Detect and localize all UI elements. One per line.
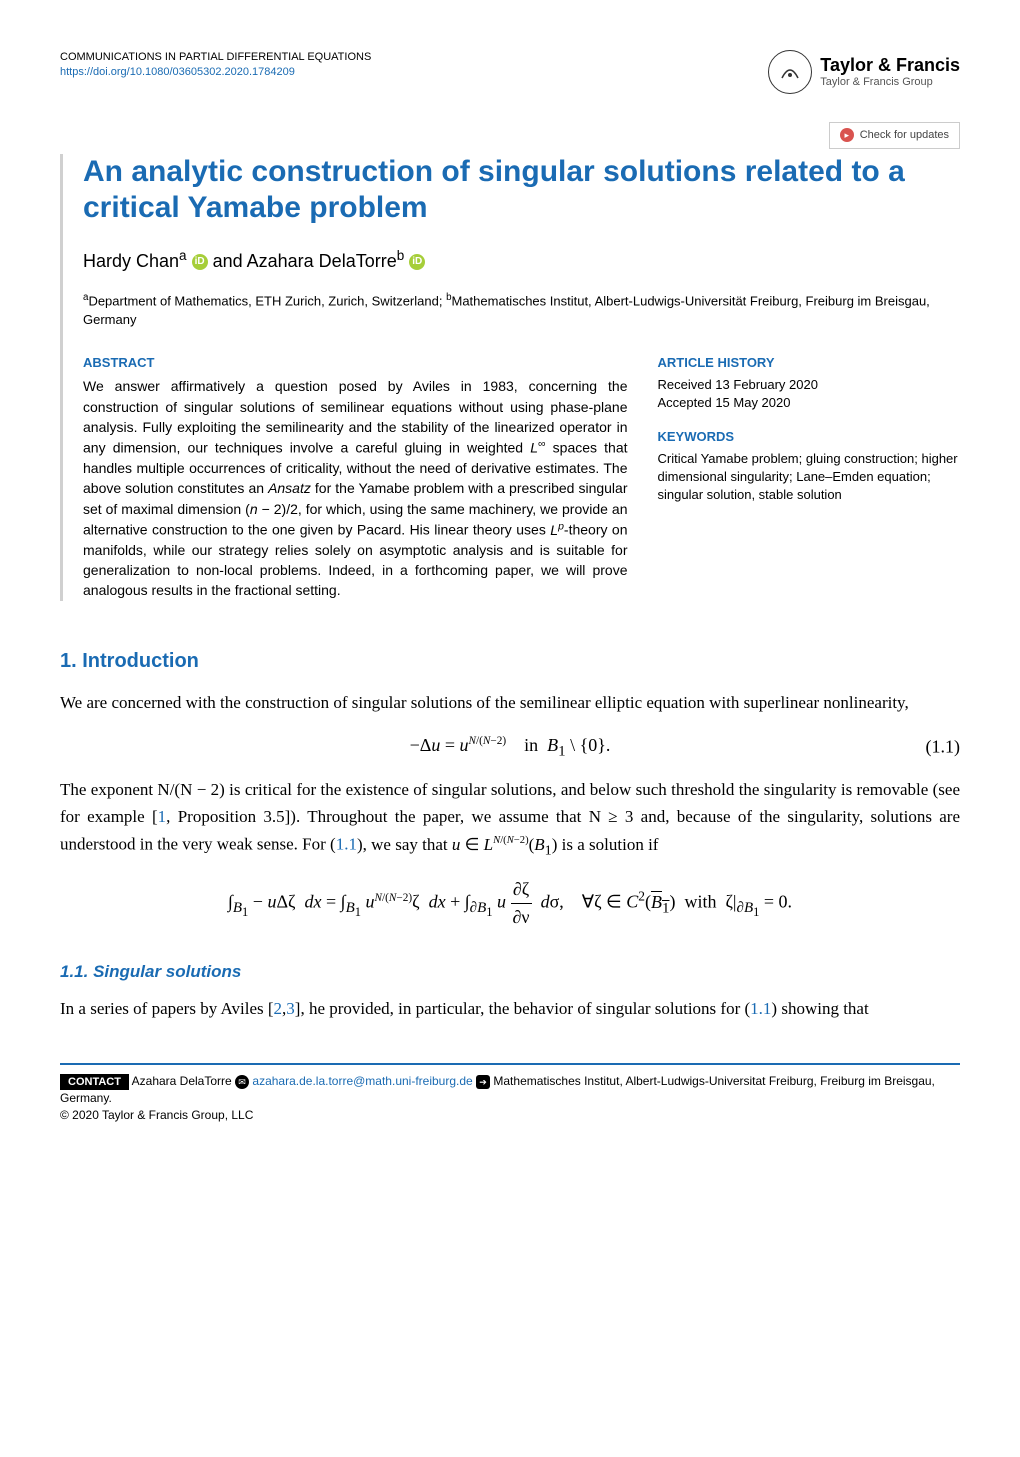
- abstract-row: ABSTRACT We answer affirmatively a quest…: [83, 353, 960, 601]
- equation-number: (1.1): [926, 733, 961, 760]
- page-footer: CONTACT Azahara DelaTorre ✉ azahara.de.l…: [60, 1063, 960, 1124]
- section-1-paragraph-1: We are concerned with the construction o…: [60, 690, 960, 716]
- contact-email[interactable]: azahara.de.la.torre@math.uni-freiburg.de: [252, 1074, 472, 1088]
- history-text: Received 13 February 2020 Accepted 15 Ma…: [658, 376, 961, 412]
- equation-1-1: −Δu = uN/(N−2) in B1 \ {0}. (1.1): [60, 730, 960, 763]
- contact-name: Azahara DelaTorre: [132, 1074, 232, 1088]
- doi-link[interactable]: https://doi.org/10.1080/03605302.2020.17…: [60, 66, 295, 78]
- email-icon: ✉: [235, 1075, 249, 1089]
- keywords-heading: KEYWORDS: [658, 427, 961, 447]
- article-title: An analytic construction of singular sol…: [83, 154, 960, 226]
- article-main: An analytic construction of singular sol…: [60, 154, 960, 601]
- s11-text-c: ) showing that: [771, 999, 868, 1018]
- address-icon: ➔: [476, 1075, 490, 1089]
- contact-label: CONTACT: [60, 1074, 129, 1090]
- copyright: © 2020 Taylor & Francis Group, LLC: [60, 1107, 960, 1124]
- authors: Hardy Chana iD and Azahara DelaTorreb iD: [83, 246, 960, 275]
- eqref-1-1-b[interactable]: 1.1: [750, 999, 771, 1018]
- author-1-sup: a: [179, 248, 187, 263]
- orcid-icon[interactable]: iD: [409, 254, 425, 270]
- publisher-icon: [768, 50, 812, 94]
- citation-3[interactable]: 3: [286, 999, 295, 1018]
- citation-2[interactable]: 2: [274, 999, 283, 1018]
- orcid-icon[interactable]: iD: [192, 254, 208, 270]
- section-1-paragraph-2: The exponent N/(N − 2) is critical for t…: [60, 777, 960, 862]
- history-received: Received 13 February 2020: [658, 376, 961, 394]
- journal-name: COMMUNICATIONS IN PARTIAL DIFFERENTIAL E…: [60, 50, 371, 65]
- check-updates-button[interactable]: ▸ Check for updates: [829, 122, 960, 149]
- affiliation-a: Department of Mathematics, ETH Zurich, Z…: [88, 293, 446, 308]
- author-separator: and: [213, 251, 247, 271]
- equation-weak-form: ∫B1 − uΔζ dx = ∫B1 uN/(N−2)ζ dx + ∫∂B1 u…: [60, 876, 960, 931]
- abstract-column: ABSTRACT We answer affirmatively a quest…: [83, 353, 628, 601]
- history-accepted: Accepted 15 May 2020: [658, 394, 961, 412]
- author-2-sup: b: [397, 248, 405, 263]
- subsection-1-1-paragraph-1: In a series of papers by Aviles [2,3], h…: [60, 996, 960, 1022]
- sidebar-column: ARTICLE HISTORY Received 13 February 202…: [658, 353, 961, 601]
- author-1: Hardy Chan: [83, 251, 179, 271]
- section-1-heading: 1. Introduction: [60, 646, 960, 676]
- page-header: COMMUNICATIONS IN PARTIAL DIFFERENTIAL E…: [60, 50, 960, 94]
- s11-text-a: In a series of papers by Aviles [: [60, 999, 274, 1018]
- keywords-text: Critical Yamabe problem; gluing construc…: [658, 450, 961, 505]
- affiliations: aDepartment of Mathematics, ETH Zurich, …: [83, 291, 960, 329]
- publisher-text: Taylor & Francis Taylor & Francis Group: [820, 56, 960, 88]
- abstract-heading: ABSTRACT: [83, 353, 628, 373]
- eqref-1-1[interactable]: 1.1: [336, 835, 357, 854]
- publisher-group: Taylor & Francis Group: [820, 76, 960, 88]
- author-2: Azahara DelaTorre: [247, 251, 397, 271]
- journal-info: COMMUNICATIONS IN PARTIAL DIFFERENTIAL E…: [60, 50, 371, 81]
- updates-icon: ▸: [840, 128, 854, 142]
- publisher-logo: Taylor & Francis Taylor & Francis Group: [768, 50, 960, 94]
- s11-text-b: ], he provided, in particular, the behav…: [295, 999, 750, 1018]
- abstract-text: We answer affirmatively a question posed…: [83, 376, 628, 601]
- publisher-name: Taylor & Francis: [820, 56, 960, 76]
- history-heading: ARTICLE HISTORY: [658, 353, 961, 373]
- updates-label: Check for updates: [860, 127, 949, 144]
- citation-1[interactable]: 1: [158, 807, 167, 826]
- subsection-1-1-heading: 1.1. Singular solutions: [60, 959, 960, 985]
